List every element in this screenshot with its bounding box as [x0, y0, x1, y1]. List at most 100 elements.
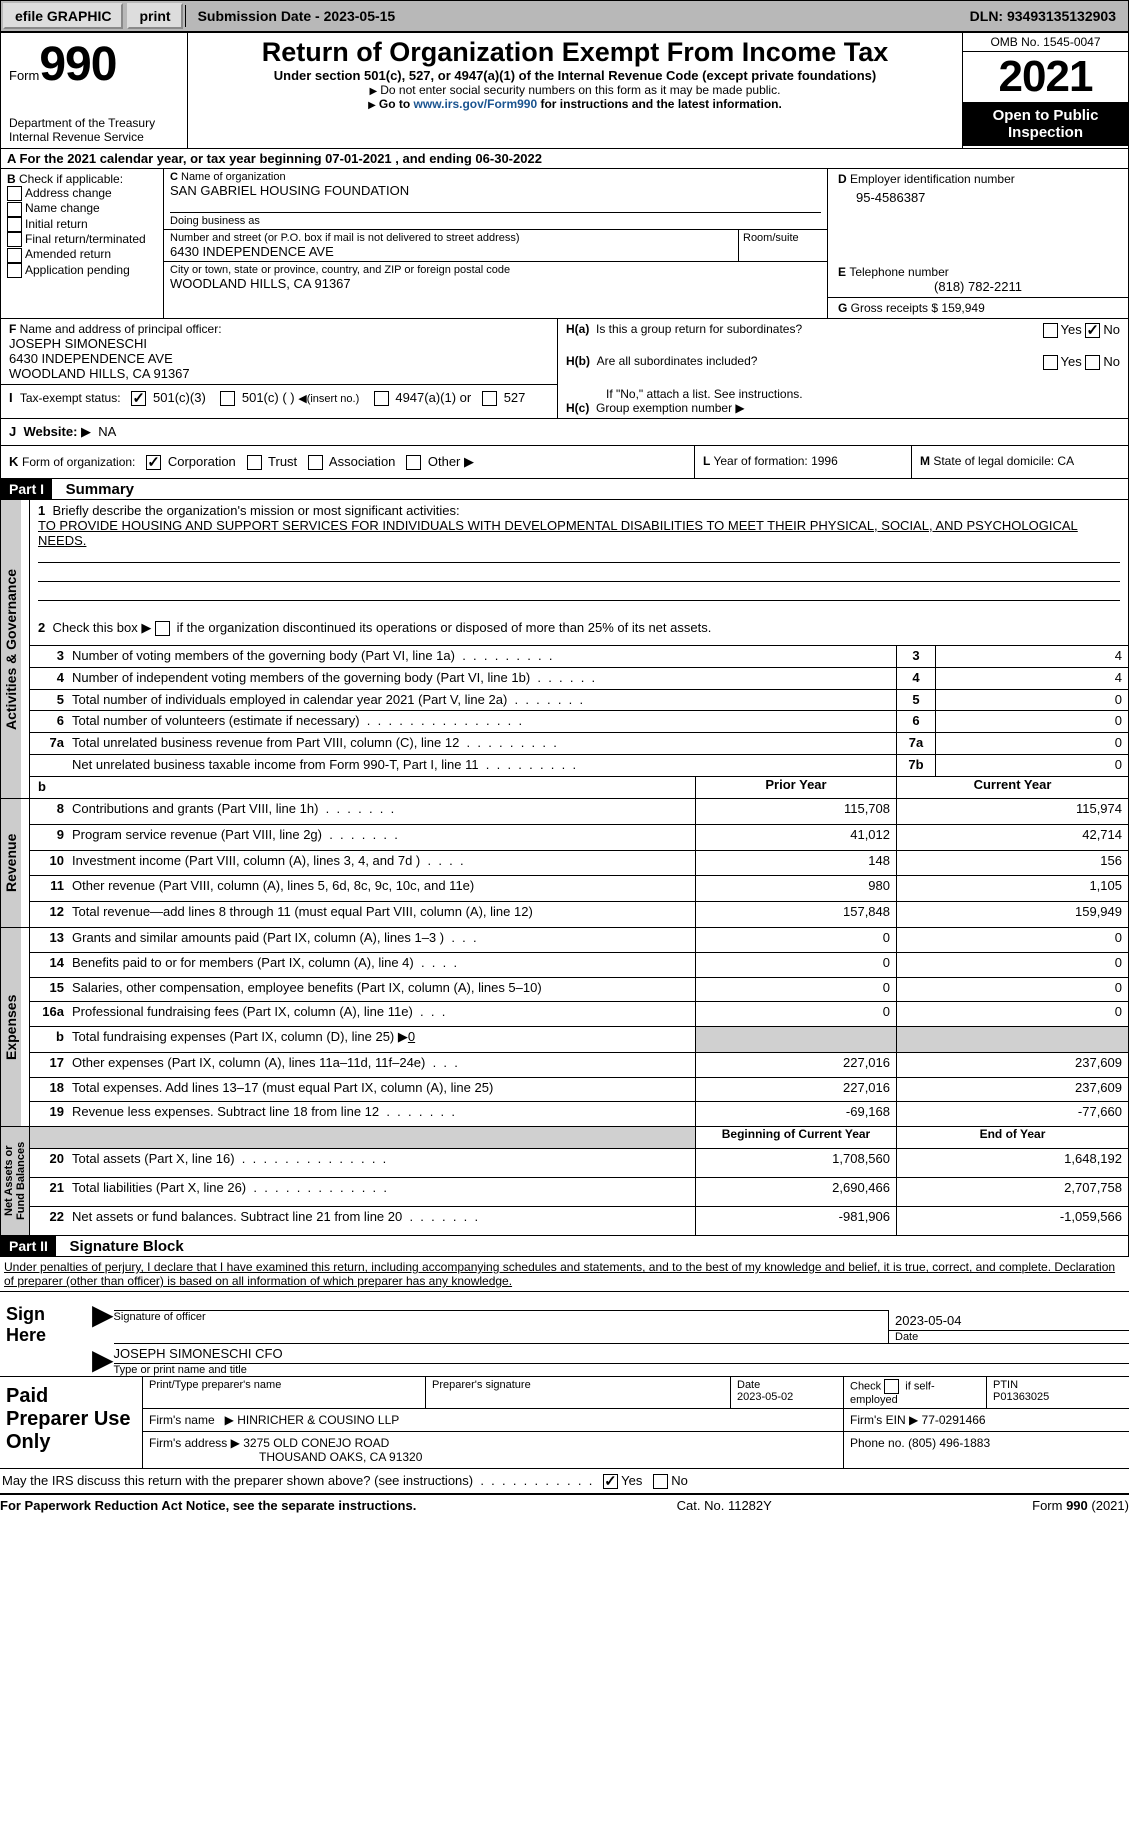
line1-label: Briefly describe the organization's miss… [52, 503, 459, 518]
line3-value: 4 [936, 645, 1129, 667]
open-inspection: Open to Public Inspection [963, 102, 1128, 146]
form-subtitle: Under section 501(c), 527, or 4947(a)(1)… [198, 68, 952, 83]
section-b-label: Check if applicable: [19, 172, 123, 186]
line17-cy: 237,609 [897, 1052, 1129, 1077]
firm-city-value: THOUSAND OAKS, CA 91320 [149, 1450, 422, 1464]
line9-py: 41,012 [696, 824, 897, 850]
line14-py: 0 [696, 952, 897, 977]
cb-527[interactable] [482, 391, 497, 406]
footer-center: Cat. No. 11282Y [677, 1498, 772, 1513]
sig-date-value: 2023-05-04 [889, 1311, 1129, 1331]
officer-label: Name and address of principal officer: [20, 322, 222, 336]
line4-value: 4 [936, 667, 1129, 689]
top-bar: efile GRAPHIC print Submission Date - 20… [0, 0, 1129, 32]
paid-preparer-block: Paid Preparer Use Only Print/Type prepar… [0, 1376, 1129, 1468]
officer-name: JOSEPH SIMONESCHI [9, 336, 549, 351]
line15-py: 0 [696, 977, 897, 1002]
cb-association[interactable] [308, 455, 323, 470]
arrow-icon: ▶ [92, 1292, 114, 1344]
goto-post: for instructions and the latest informat… [537, 97, 782, 111]
cb-application-pending[interactable] [7, 263, 22, 278]
line5-value: 0 [936, 689, 1129, 711]
col-current-year: Current Year [897, 777, 1129, 799]
part1-content: Activities & Governance 1 Briefly descri… [0, 500, 1129, 1236]
cb-corporation[interactable] [146, 455, 161, 470]
state-domicile-value: CA [1057, 454, 1074, 468]
tax-status-label: Tax-exempt status: [20, 391, 121, 405]
prep-date-label: Date [737, 1379, 760, 1391]
line8-py: 115,708 [696, 799, 897, 825]
cb-name-change[interactable] [7, 202, 22, 217]
irs-label: Internal Revenue Service [9, 130, 179, 144]
firm-phone-label: Phone no. [850, 1436, 905, 1450]
line15-cy: 0 [897, 977, 1129, 1002]
efile-graphic-button[interactable]: efile GRAPHIC [3, 3, 123, 29]
line14-cy: 0 [897, 952, 1129, 977]
footer-right: Form 990 (2021) [1032, 1498, 1129, 1513]
footer-left: For Paperwork Reduction Act Notice, see … [0, 1498, 416, 1513]
cb-trust[interactable] [247, 455, 262, 470]
line13-cy: 0 [897, 928, 1129, 953]
website-value: NA [98, 424, 116, 439]
line22-eoy: -1,059,566 [897, 1206, 1129, 1235]
ha-yes[interactable] [1043, 323, 1058, 338]
discuss-no[interactable] [653, 1474, 668, 1489]
ha-label: Is this a group return for subordinates? [596, 322, 802, 336]
cb-address-change[interactable] [7, 186, 22, 201]
cb-other[interactable] [406, 455, 421, 470]
hb-yes[interactable] [1043, 355, 1058, 370]
line11-py: 980 [696, 876, 897, 902]
line7b-value: 0 [936, 755, 1129, 777]
street-address: 6430 INDEPENDENCE AVE [170, 244, 732, 259]
org-name-label: Name of organization [181, 171, 286, 183]
firm-name-label: Firm's name [149, 1413, 215, 1427]
line11-cy: 1,105 [897, 876, 1129, 902]
cb-final-return[interactable] [7, 232, 22, 247]
irs-link[interactable]: www.irs.gov/Form990 [414, 97, 538, 111]
side-label-na: Net Assets or Fund Balances [1, 1127, 29, 1235]
print-name-label: Type or print name and title [114, 1364, 1129, 1376]
firm-addr-value: 3275 OLD CONEJO ROAD [243, 1436, 389, 1450]
ptin-value: P01363025 [993, 1391, 1049, 1403]
prep-name-label: Print/Type preparer's name [143, 1377, 426, 1409]
ptin-label: PTIN [993, 1379, 1018, 1391]
cb-discontinued[interactable] [155, 621, 170, 636]
arrow-icon: ▶ [92, 1343, 114, 1376]
line18-cy: 237,609 [897, 1077, 1129, 1102]
sig-officer-label: Signature of officer [114, 1311, 889, 1343]
ha-no[interactable] [1085, 323, 1100, 338]
line20-eoy: 1,648,192 [897, 1148, 1129, 1177]
hb-no[interactable] [1085, 355, 1100, 370]
cb-self-employed[interactable] [884, 1379, 899, 1394]
line16a-cy: 0 [897, 1002, 1129, 1027]
gross-receipts-value: 159,949 [941, 301, 984, 315]
cb-4947[interactable] [374, 391, 389, 406]
dba-label: Doing business as [170, 212, 821, 227]
print-button[interactable]: print [127, 3, 182, 29]
part1-title: Summary [56, 481, 134, 498]
form-title: Return of Organization Exempt From Incom… [198, 37, 952, 68]
line20-boy: 1,708,560 [696, 1148, 897, 1177]
line18-py: 227,016 [696, 1077, 897, 1102]
line19-cy: -77,660 [897, 1102, 1129, 1127]
phone-value: (818) 782-2211 [838, 279, 1118, 294]
cb-initial-return[interactable] [7, 217, 22, 232]
col-eoy: End of Year [897, 1127, 1129, 1149]
sig-date-label: Date [889, 1331, 1129, 1343]
form-note-ssn: Do not enter social security numbers on … [198, 83, 952, 97]
hb-label: Are all subordinates included? [597, 354, 758, 368]
side-label-expenses: Expenses [1, 928, 21, 1126]
cb-501c3[interactable] [131, 391, 146, 406]
cb-amended-return[interactable] [7, 248, 22, 263]
prep-sig-label: Preparer's signature [426, 1377, 731, 1409]
discuss-yes[interactable] [603, 1474, 618, 1489]
paid-preparer-label: Paid Preparer Use Only [0, 1377, 143, 1469]
firm-phone-value: (805) 496-1883 [908, 1436, 990, 1450]
entity-info-block: B Check if applicable: Address change Na… [0, 169, 1129, 319]
gross-receipts-label: Gross receipts $ [851, 301, 938, 315]
form-header: Form990 Department of the Treasury Inter… [0, 32, 1129, 149]
cb-501c[interactable] [220, 391, 235, 406]
sign-here-label: Sign Here [0, 1292, 92, 1377]
line12-cy: 159,949 [897, 902, 1129, 928]
submission-date: Submission Date - 2023-05-15 [185, 5, 408, 27]
